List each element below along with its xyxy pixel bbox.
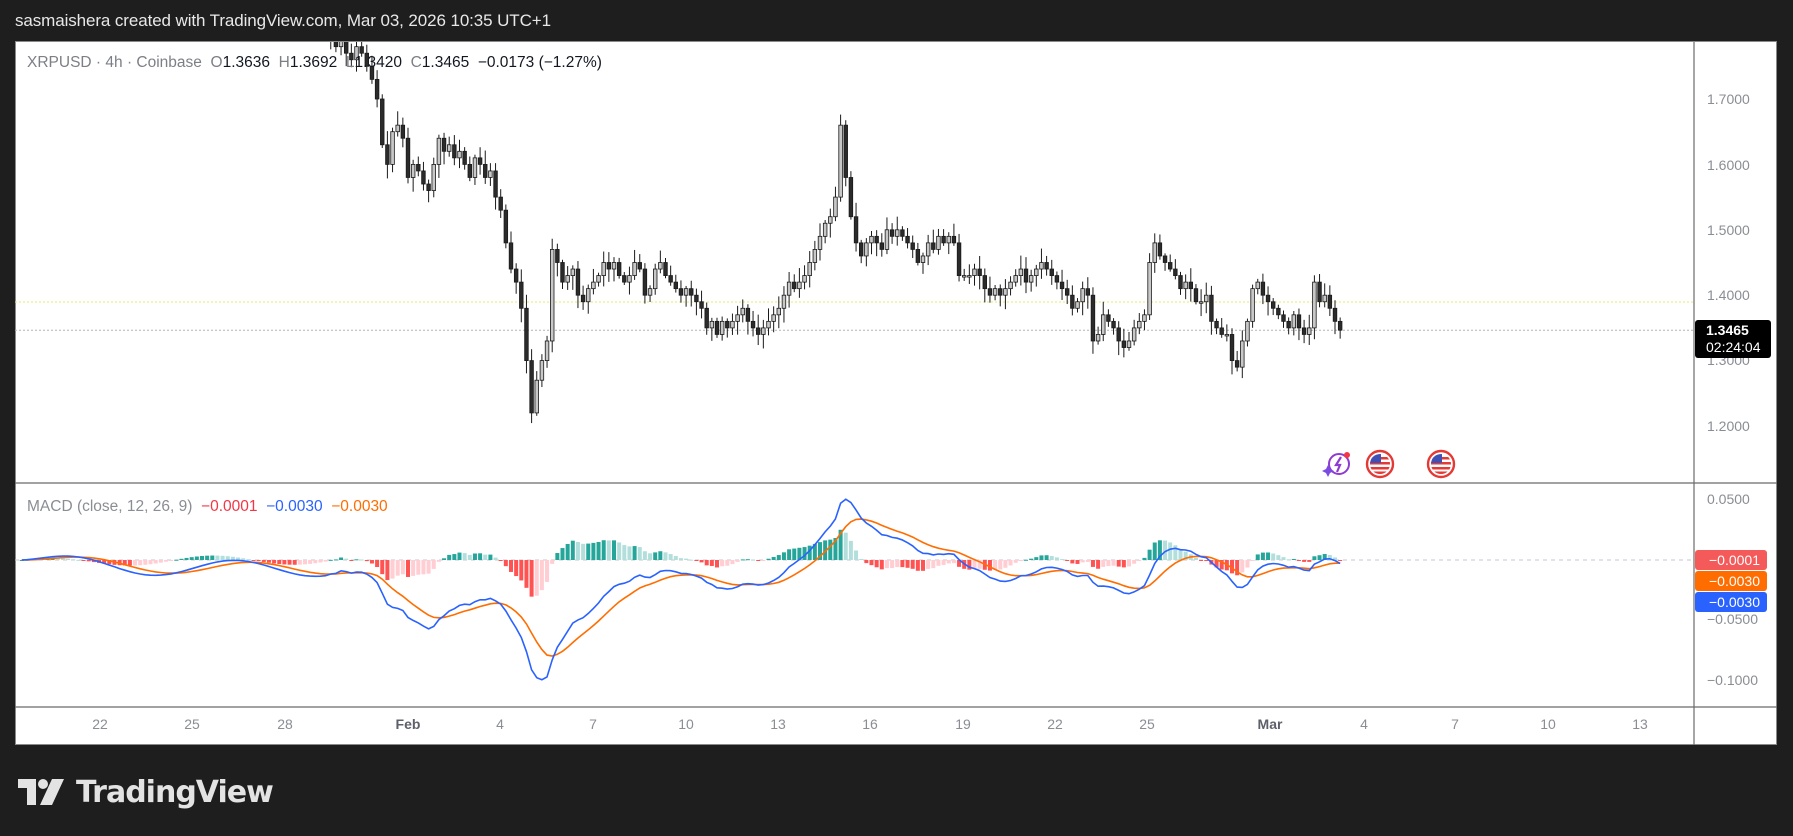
time-tick: 22 [1047, 716, 1063, 732]
price-tick: 1.2000 [1707, 418, 1750, 434]
legend-separator: · [91, 54, 106, 71]
symbol-name[interactable]: XRPUSD [27, 54, 92, 71]
candles [330, 42, 1343, 424]
snapshot-credit: sasmaishera created with TradingView.com… [15, 11, 551, 30]
time-tick: 13 [1632, 716, 1648, 732]
tradingview-logo[interactable]: TradingView [18, 774, 274, 810]
macd-signal-line [21, 518, 1341, 657]
exchange: Coinbase [136, 54, 202, 71]
macd-line-badge: −0.0030 [1695, 592, 1767, 612]
last-price: 1.3465 [1706, 322, 1749, 338]
macd-line-value: −0.0030 [266, 498, 323, 515]
chart-frame[interactable] [15, 41, 1777, 745]
time-tick: 13 [770, 716, 786, 732]
change-value: −0.0173 (−1.27%) [477, 54, 602, 71]
us-flag-event-icon[interactable] [1426, 449, 1456, 479]
price-tick: 1.4000 [1707, 287, 1750, 303]
time-tick-month: Feb [395, 716, 421, 732]
brand-name: TradingView [76, 774, 274, 810]
open-label: O [210, 54, 223, 71]
time-tick: 22 [92, 716, 108, 732]
legend-separator: · [122, 54, 137, 71]
macd-legend: MACD (close, 12, 26, 9) −0.0001 −0.0030 … [27, 498, 388, 516]
top-bar: sasmaishera created with TradingView.com… [0, 0, 1793, 41]
price-tick: 1.7000 [1707, 91, 1750, 107]
time-tick: 4 [496, 716, 504, 732]
low-value: 1.3420 [354, 54, 402, 71]
low-label: L [345, 54, 355, 71]
macd-histogram-value: −0.0001 [201, 498, 258, 515]
interval[interactable]: 4h [105, 54, 123, 71]
macd-tick: −0.1000 [1707, 672, 1758, 688]
ai-sparkle-event-icon[interactable] [1322, 449, 1352, 479]
macd-line [21, 498, 1341, 681]
bar-countdown: 02:24:04 [1706, 339, 1761, 355]
high-label: H [278, 54, 290, 71]
macd-title[interactable]: MACD (close, 12, 26, 9) [27, 498, 193, 515]
time-tick: 10 [678, 716, 694, 732]
macd-signal-value: −0.0030 [331, 498, 388, 515]
time-tick: 7 [589, 716, 597, 732]
time-tick: 16 [862, 716, 878, 732]
time-tick-month: Mar [1257, 716, 1283, 732]
price-tick: 1.6000 [1707, 157, 1750, 173]
macd-histogram-badge: −0.0001 [1695, 550, 1767, 570]
close-value: 1.3465 [421, 54, 470, 71]
us-flag-event-icon[interactable] [1365, 449, 1395, 479]
last-price-badge: 1.3465 02:24:04 [1695, 320, 1771, 358]
macd-tick: −0.0500 [1707, 611, 1758, 627]
time-tick: 10 [1540, 716, 1556, 732]
time-tick: 7 [1451, 716, 1459, 732]
time-tick: 28 [277, 716, 293, 732]
tradingview-logo-icon [18, 779, 64, 805]
open-value: 1.3636 [222, 54, 271, 71]
time-tick: 25 [184, 716, 200, 732]
close-label: C [410, 54, 422, 71]
macd-signal-badge: −0.0030 [1695, 571, 1767, 591]
time-tick: 19 [955, 716, 971, 732]
macd-tick: 0.0500 [1707, 491, 1750, 507]
time-tick: 4 [1360, 716, 1368, 732]
macd-histogram [19, 529, 1343, 597]
price-tick: 1.5000 [1707, 222, 1750, 238]
symbol-legend: XRPUSD · 4h · Coinbase O1.3636 H1.3692 L… [27, 54, 602, 72]
time-tick: 25 [1139, 716, 1155, 732]
high-value: 1.3692 [289, 54, 338, 71]
